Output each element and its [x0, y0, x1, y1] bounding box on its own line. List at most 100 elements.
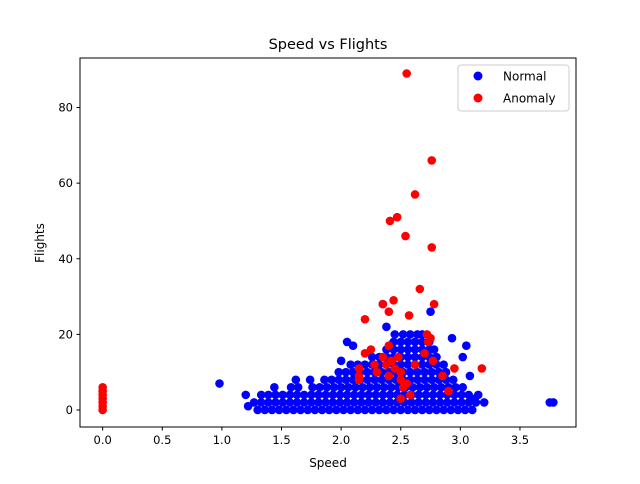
- point-normal: [413, 375, 422, 385]
- y-tick-label: 80: [58, 101, 73, 115]
- point-normal: [328, 398, 338, 407]
- point-normal: [458, 352, 468, 362]
- point-normal: [274, 405, 284, 415]
- point-normal: [413, 367, 422, 377]
- point-normal: [410, 337, 420, 347]
- point-normal: [549, 398, 558, 407]
- point-normal: [348, 341, 358, 351]
- point-normal: [364, 398, 373, 407]
- point-normal: [336, 383, 346, 392]
- point-anomaly: [477, 364, 487, 373]
- point-anomaly: [392, 212, 402, 222]
- point-normal: [371, 390, 380, 400]
- point-normal: [315, 383, 324, 392]
- point-normal: [341, 367, 351, 377]
- point-normal: [267, 405, 277, 415]
- point-normal: [256, 390, 266, 400]
- point-normal: [447, 333, 457, 343]
- point-normal: [378, 398, 388, 407]
- point-normal: [293, 383, 303, 392]
- point-normal: [457, 390, 466, 400]
- point-normal: [349, 390, 359, 400]
- point-anomaly: [429, 299, 439, 309]
- point-normal: [420, 375, 429, 385]
- point-normal: [403, 352, 413, 362]
- legend-label-anomaly: Anomaly: [503, 92, 556, 106]
- point-normal: [307, 390, 316, 400]
- point-normal: [464, 398, 473, 407]
- x-tick-label: 2.5: [392, 433, 410, 447]
- point-normal: [372, 383, 382, 392]
- point-normal: [460, 405, 470, 415]
- point-normal: [414, 398, 423, 407]
- point-normal: [321, 398, 330, 407]
- y-tick-label: 40: [58, 252, 73, 266]
- point-normal: [299, 398, 309, 407]
- point-normal: [357, 398, 366, 407]
- x-tick-label: 0.0: [94, 433, 112, 447]
- point-anomaly: [378, 299, 388, 309]
- point-normal: [327, 375, 336, 385]
- point-normal: [379, 383, 389, 392]
- point-anomaly: [415, 284, 425, 294]
- point-normal: [410, 405, 420, 415]
- point-normal: [357, 390, 366, 400]
- point-normal: [386, 383, 396, 392]
- point-normal: [407, 398, 416, 407]
- point-normal: [428, 390, 438, 400]
- point-normal: [256, 398, 266, 407]
- point-normal: [358, 383, 367, 392]
- point-normal: [278, 390, 287, 400]
- legend-box: [457, 64, 570, 112]
- point-normal: [335, 390, 345, 400]
- point-normal: [422, 383, 432, 392]
- point-normal: [270, 383, 279, 392]
- point-normal: [429, 383, 439, 392]
- point-normal: [314, 390, 323, 400]
- point-anomaly: [385, 216, 395, 226]
- point-normal: [322, 383, 332, 392]
- point-anomaly: [401, 231, 410, 241]
- point-normal: [264, 398, 273, 407]
- point-normal: [462, 341, 471, 351]
- point-normal: [403, 345, 413, 354]
- point-normal: [346, 360, 355, 369]
- point-anomaly: [396, 367, 406, 377]
- point-normal: [417, 405, 427, 415]
- point-normal: [363, 367, 372, 377]
- point-normal: [385, 398, 395, 407]
- x-tick-label: 3.0: [451, 433, 469, 447]
- point-normal: [271, 398, 280, 407]
- point-normal: [403, 337, 413, 347]
- point-normal: [382, 405, 391, 415]
- point-anomaly: [410, 360, 420, 369]
- point-normal: [307, 398, 316, 407]
- point-normal: [332, 405, 341, 415]
- point-anomaly: [428, 356, 438, 366]
- point-anomaly: [405, 390, 415, 400]
- legend-marker-normal: [473, 71, 483, 81]
- point-normal: [286, 383, 296, 392]
- point-normal: [371, 398, 380, 407]
- point-anomaly: [386, 356, 396, 366]
- point-normal: [215, 379, 224, 388]
- point-normal: [396, 405, 406, 415]
- point-normal: [305, 375, 315, 385]
- point-normal: [429, 345, 439, 354]
- point-normal: [334, 375, 344, 385]
- point-normal: [467, 405, 477, 415]
- point-normal: [439, 405, 448, 415]
- point-normal: [310, 405, 320, 415]
- point-normal: [346, 405, 355, 415]
- x-axis-label: Speed: [309, 456, 347, 470]
- point-normal: [336, 356, 346, 366]
- point-normal: [390, 330, 400, 339]
- point-anomaly: [420, 348, 429, 358]
- point-anomaly: [360, 314, 370, 324]
- point-normal: [432, 405, 441, 415]
- point-normal: [328, 390, 338, 400]
- point-anomaly: [427, 243, 437, 252]
- point-normal: [427, 375, 437, 385]
- point-normal: [360, 405, 370, 415]
- point-anomaly: [384, 371, 394, 381]
